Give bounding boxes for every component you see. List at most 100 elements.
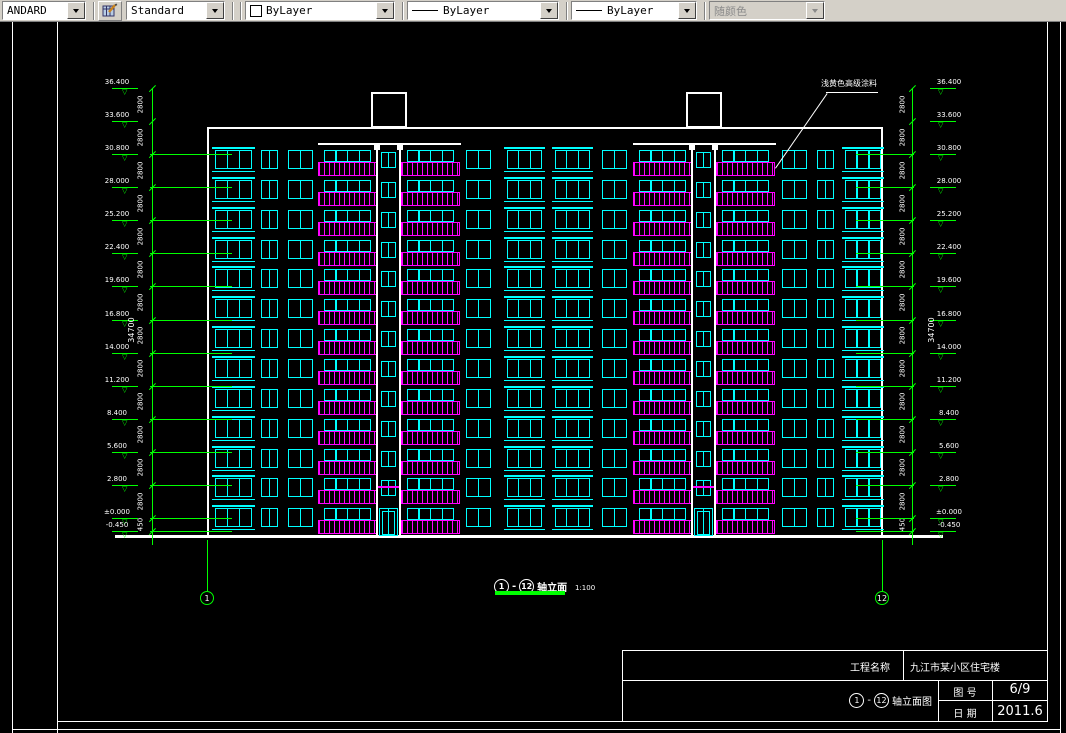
text-style-dropdown-arrow[interactable] [206,2,224,19]
window-mullion [387,361,390,377]
floor-level-line [150,220,232,222]
level-marker-triangle: ▽ [938,121,944,130]
window-mullion [529,240,532,259]
window-mullion [650,508,652,520]
window-mullion [650,210,652,222]
window-mullion [702,271,705,287]
window [845,508,881,527]
window-mullion [793,449,796,468]
window-mullion [477,180,480,199]
window-mullion [868,269,870,288]
window-sill [842,356,884,358]
window-mullion [268,150,271,169]
dim-style-combo[interactable]: ANDARD [2,1,86,20]
dim-style-dropdown-arrow[interactable] [67,2,85,19]
window-mullion [477,150,480,169]
window-mullion [238,240,241,259]
window-mullion [358,508,360,520]
window-mullion [418,508,420,520]
sheet-inner-border-left [57,22,58,733]
linetype-value: ByLayer [443,4,490,17]
window-sill [212,498,255,500]
window-mullion [517,449,520,468]
drawing-scale: 1:100 [575,584,596,592]
linetype-dropdown-arrow[interactable] [540,2,558,19]
balcony-railing [318,281,377,295]
window-mullion [429,150,432,162]
text-style-combo[interactable]: Standard [126,1,225,20]
window [845,329,881,348]
window-mullion [744,180,747,192]
drawing-name-text: 轴立面图 [892,697,932,708]
dimension-text: 2800 [898,227,907,246]
window-mullion [793,299,796,318]
window-mullion [793,329,796,348]
level-marker-line [930,518,956,520]
window-mullion [565,299,568,318]
window [845,150,881,169]
balcony-railing [633,490,692,504]
window-sill [212,207,255,209]
window [555,389,590,408]
level-marker-triangle: ▽ [938,418,944,427]
annotation-underline [826,92,878,93]
balcony-railing [401,401,460,415]
window [555,508,590,527]
floor-level-line [856,385,914,387]
color-dropdown-arrow[interactable] [376,2,394,19]
window-mullion [673,329,675,341]
window-mullion [744,299,747,311]
lineweight-dropdown-arrow[interactable] [678,2,696,19]
color-combo[interactable]: ByLayer [245,1,395,20]
window-mullion [429,329,432,341]
window-sill [504,446,545,448]
drawing-canvas[interactable]: 浅黄色高级涂料 1 - 12 轴立面 1:100 工程名称 九江市某小区住宅楼 … [0,22,1066,733]
window-sill [552,319,593,321]
window-mullion [856,180,858,199]
window-mullion [346,150,349,162]
balcony-railing [716,222,775,236]
window-mullion [856,329,858,348]
color-value: ByLayer [266,4,313,17]
window-sill [504,260,545,262]
level-value: 5.600 [106,441,128,450]
level-value: 16.800 [936,309,962,318]
stair-tower-edge [691,150,693,536]
plot-style-combo: 随颜色 [709,1,825,20]
dimension-text: 2800 [898,260,907,279]
level-value: 5.600 [938,441,960,450]
linetype-combo[interactable]: ByLayer [407,1,559,20]
window-mullion [868,449,870,468]
dimension-text: 2800 [136,326,145,345]
window-sill [842,475,884,477]
window-sill [552,207,593,209]
window-mullion [238,449,241,468]
level-marker-triangle: ▽ [122,319,128,328]
window [555,419,590,438]
window-mullion [673,419,675,431]
balcony-railing [318,461,377,475]
window-mullion [744,419,747,431]
balcony-railing [318,311,377,325]
window-mullion [335,478,337,490]
level-value: 36.400 [104,78,130,86]
window-mullion [673,299,675,311]
window-mullion [477,210,480,229]
window-mullion [268,389,271,408]
axis-line [882,540,883,591]
level-marker-line [930,451,956,453]
window-sill [504,207,545,209]
window-sill [212,237,255,239]
window-sill [504,475,545,477]
level-value: ±0.000 [936,508,962,517]
level-marker-line [930,220,956,222]
lineweight-combo[interactable]: ByLayer [571,1,697,20]
balcony-railing [318,341,377,355]
window-mullion [429,359,432,371]
window-mullion [613,269,616,288]
window-mullion [358,329,360,341]
text-style-button[interactable] [98,0,122,21]
balcony-railing [318,520,377,534]
level-marker-line [112,253,138,255]
window-mullion [517,210,520,229]
